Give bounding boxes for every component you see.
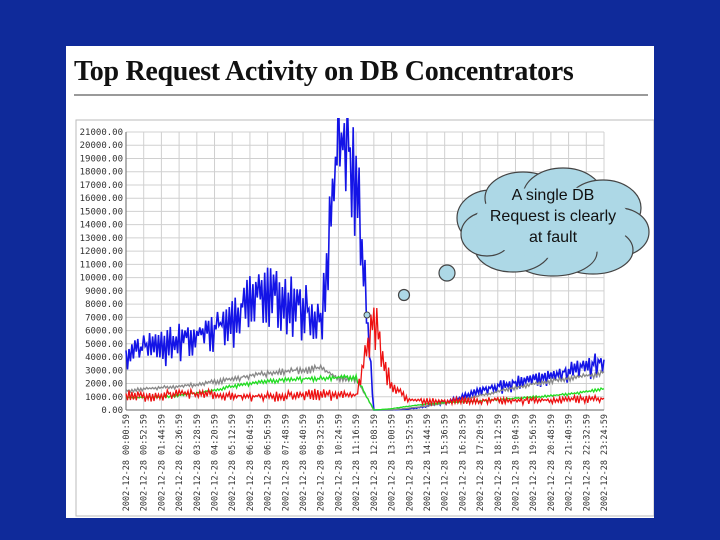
x-tick-label: 2002-12-28 14:44:59 bbox=[423, 414, 433, 511]
x-tick-label: 2002-12-28 03:28:59 bbox=[193, 414, 203, 511]
x-tick-label: 2002-12-28 04:20:59 bbox=[211, 414, 221, 511]
x-tick-label: 2002-12-28 06:56:59 bbox=[264, 414, 274, 511]
series-line bbox=[125, 372, 605, 411]
y-tick-label: 7000.00 bbox=[85, 313, 123, 323]
x-tick-label: 2002-12-28 15:36:59 bbox=[441, 414, 451, 511]
callout-bubble-medium bbox=[397, 288, 411, 302]
x-tick-label: 2002-12-28 23:24:59 bbox=[600, 414, 610, 511]
y-tick-label: 5000.00 bbox=[85, 340, 123, 350]
y-tick-label: 8000.00 bbox=[85, 300, 123, 310]
y-axis-ticks: 21000.00 20000.00 19000.00 18000.00 17000.00… bbox=[80, 128, 123, 416]
x-tick-label: 2002-12-28 19:04:59 bbox=[511, 414, 521, 511]
y-tick-label: 17000.00 bbox=[80, 181, 123, 191]
y-tick-label: 14000.00 bbox=[80, 221, 123, 231]
x-tick-label: 2002-12-28 13:52:59 bbox=[405, 414, 415, 511]
title-divider bbox=[74, 94, 648, 96]
x-tick-label: 2002-12-28 01:44:59 bbox=[157, 414, 167, 511]
x-tick-label: 2002-12-28 06:04:59 bbox=[246, 414, 256, 511]
callout-cloud-body bbox=[475, 186, 631, 258]
page-title: Top Request Activity on DB Concentrators bbox=[74, 56, 574, 87]
x-tick-label: 2002-12-28 20:48:59 bbox=[547, 414, 557, 511]
callout-bubble-large bbox=[438, 264, 456, 282]
y-tick-label: 15000.00 bbox=[80, 207, 123, 217]
x-tick-label: 2002-12-28 02:36:59 bbox=[175, 414, 185, 511]
y-tick-label: 20000.00 bbox=[80, 141, 123, 151]
x-tick-label: 2002-12-28 10:24:59 bbox=[334, 414, 344, 511]
y-tick-label: 9000.00 bbox=[85, 287, 123, 297]
x-tick-label: 2002-12-28 22:32:59 bbox=[582, 414, 592, 511]
callout-text-line: A single DB bbox=[512, 187, 595, 204]
y-tick-label: 13000.00 bbox=[80, 234, 123, 244]
series-line bbox=[125, 118, 605, 411]
x-tick-label: 2002-12-28 12:08:59 bbox=[370, 414, 380, 511]
y-tick-label: 6000.00 bbox=[85, 327, 123, 337]
x-tick-label: 2002-12-28 11:16:59 bbox=[352, 414, 362, 511]
x-tick-label: 2002-12-28 00:52:59 bbox=[140, 414, 150, 511]
x-tick-label: 2002-12-28 13:00:59 bbox=[388, 414, 398, 511]
y-tick-label: 11000.00 bbox=[80, 260, 123, 270]
x-axis-ticks: 2002-12-28 00:00:59 2002-12-28 00:52:59 20… bbox=[122, 414, 610, 511]
y-tick-label: 3000.00 bbox=[85, 366, 123, 376]
x-tick-label: 2002-12-28 16:28:59 bbox=[458, 414, 468, 511]
y-tick-label: 21000.00 bbox=[80, 128, 123, 138]
y-tick-label: 16000.00 bbox=[80, 194, 123, 204]
request-activity-chart: 21000.00 20000.00 19000.00 18000.00 17000.00… bbox=[75, 118, 654, 517]
x-tick-label: 2002-12-28 05:12:59 bbox=[228, 414, 238, 511]
x-tick-label: 2002-12-28 09:32:59 bbox=[317, 414, 327, 511]
x-tick-label: 2002-12-28 08:40:59 bbox=[299, 414, 309, 511]
x-tick-label: 2002-12-28 17:20:59 bbox=[476, 414, 486, 511]
y-tick-label: 18000.00 bbox=[80, 168, 123, 178]
series-line bbox=[125, 307, 605, 408]
x-tick-label: 2002-12-28 07:48:59 bbox=[281, 414, 291, 511]
series-lines bbox=[125, 118, 605, 411]
y-tick-label: 12000.00 bbox=[80, 247, 123, 257]
y-tick-label: 1000.00 bbox=[85, 393, 123, 403]
x-tick-label: 2002-12-28 00:00:59 bbox=[122, 414, 132, 511]
y-tick-label: 0.00 bbox=[101, 406, 123, 416]
callout-bubble-small bbox=[363, 311, 371, 319]
thought-bubble-callout: A single DB Request is clearly at fault bbox=[363, 167, 650, 319]
x-tick-label: 2002-12-28 21:40:59 bbox=[565, 414, 575, 511]
y-tick-label: 10000.00 bbox=[80, 274, 123, 284]
y-tick-label: 4000.00 bbox=[85, 353, 123, 363]
y-tick-label: 19000.00 bbox=[80, 154, 123, 164]
y-tick-label: 2000.00 bbox=[85, 380, 123, 390]
callout-text-line: Request is clearly bbox=[490, 208, 616, 225]
callout-text-line: at fault bbox=[529, 229, 578, 246]
x-tick-label: 2002-12-28 18:12:59 bbox=[494, 414, 504, 511]
x-tick-label: 2002-12-28 19:56:59 bbox=[529, 414, 539, 511]
